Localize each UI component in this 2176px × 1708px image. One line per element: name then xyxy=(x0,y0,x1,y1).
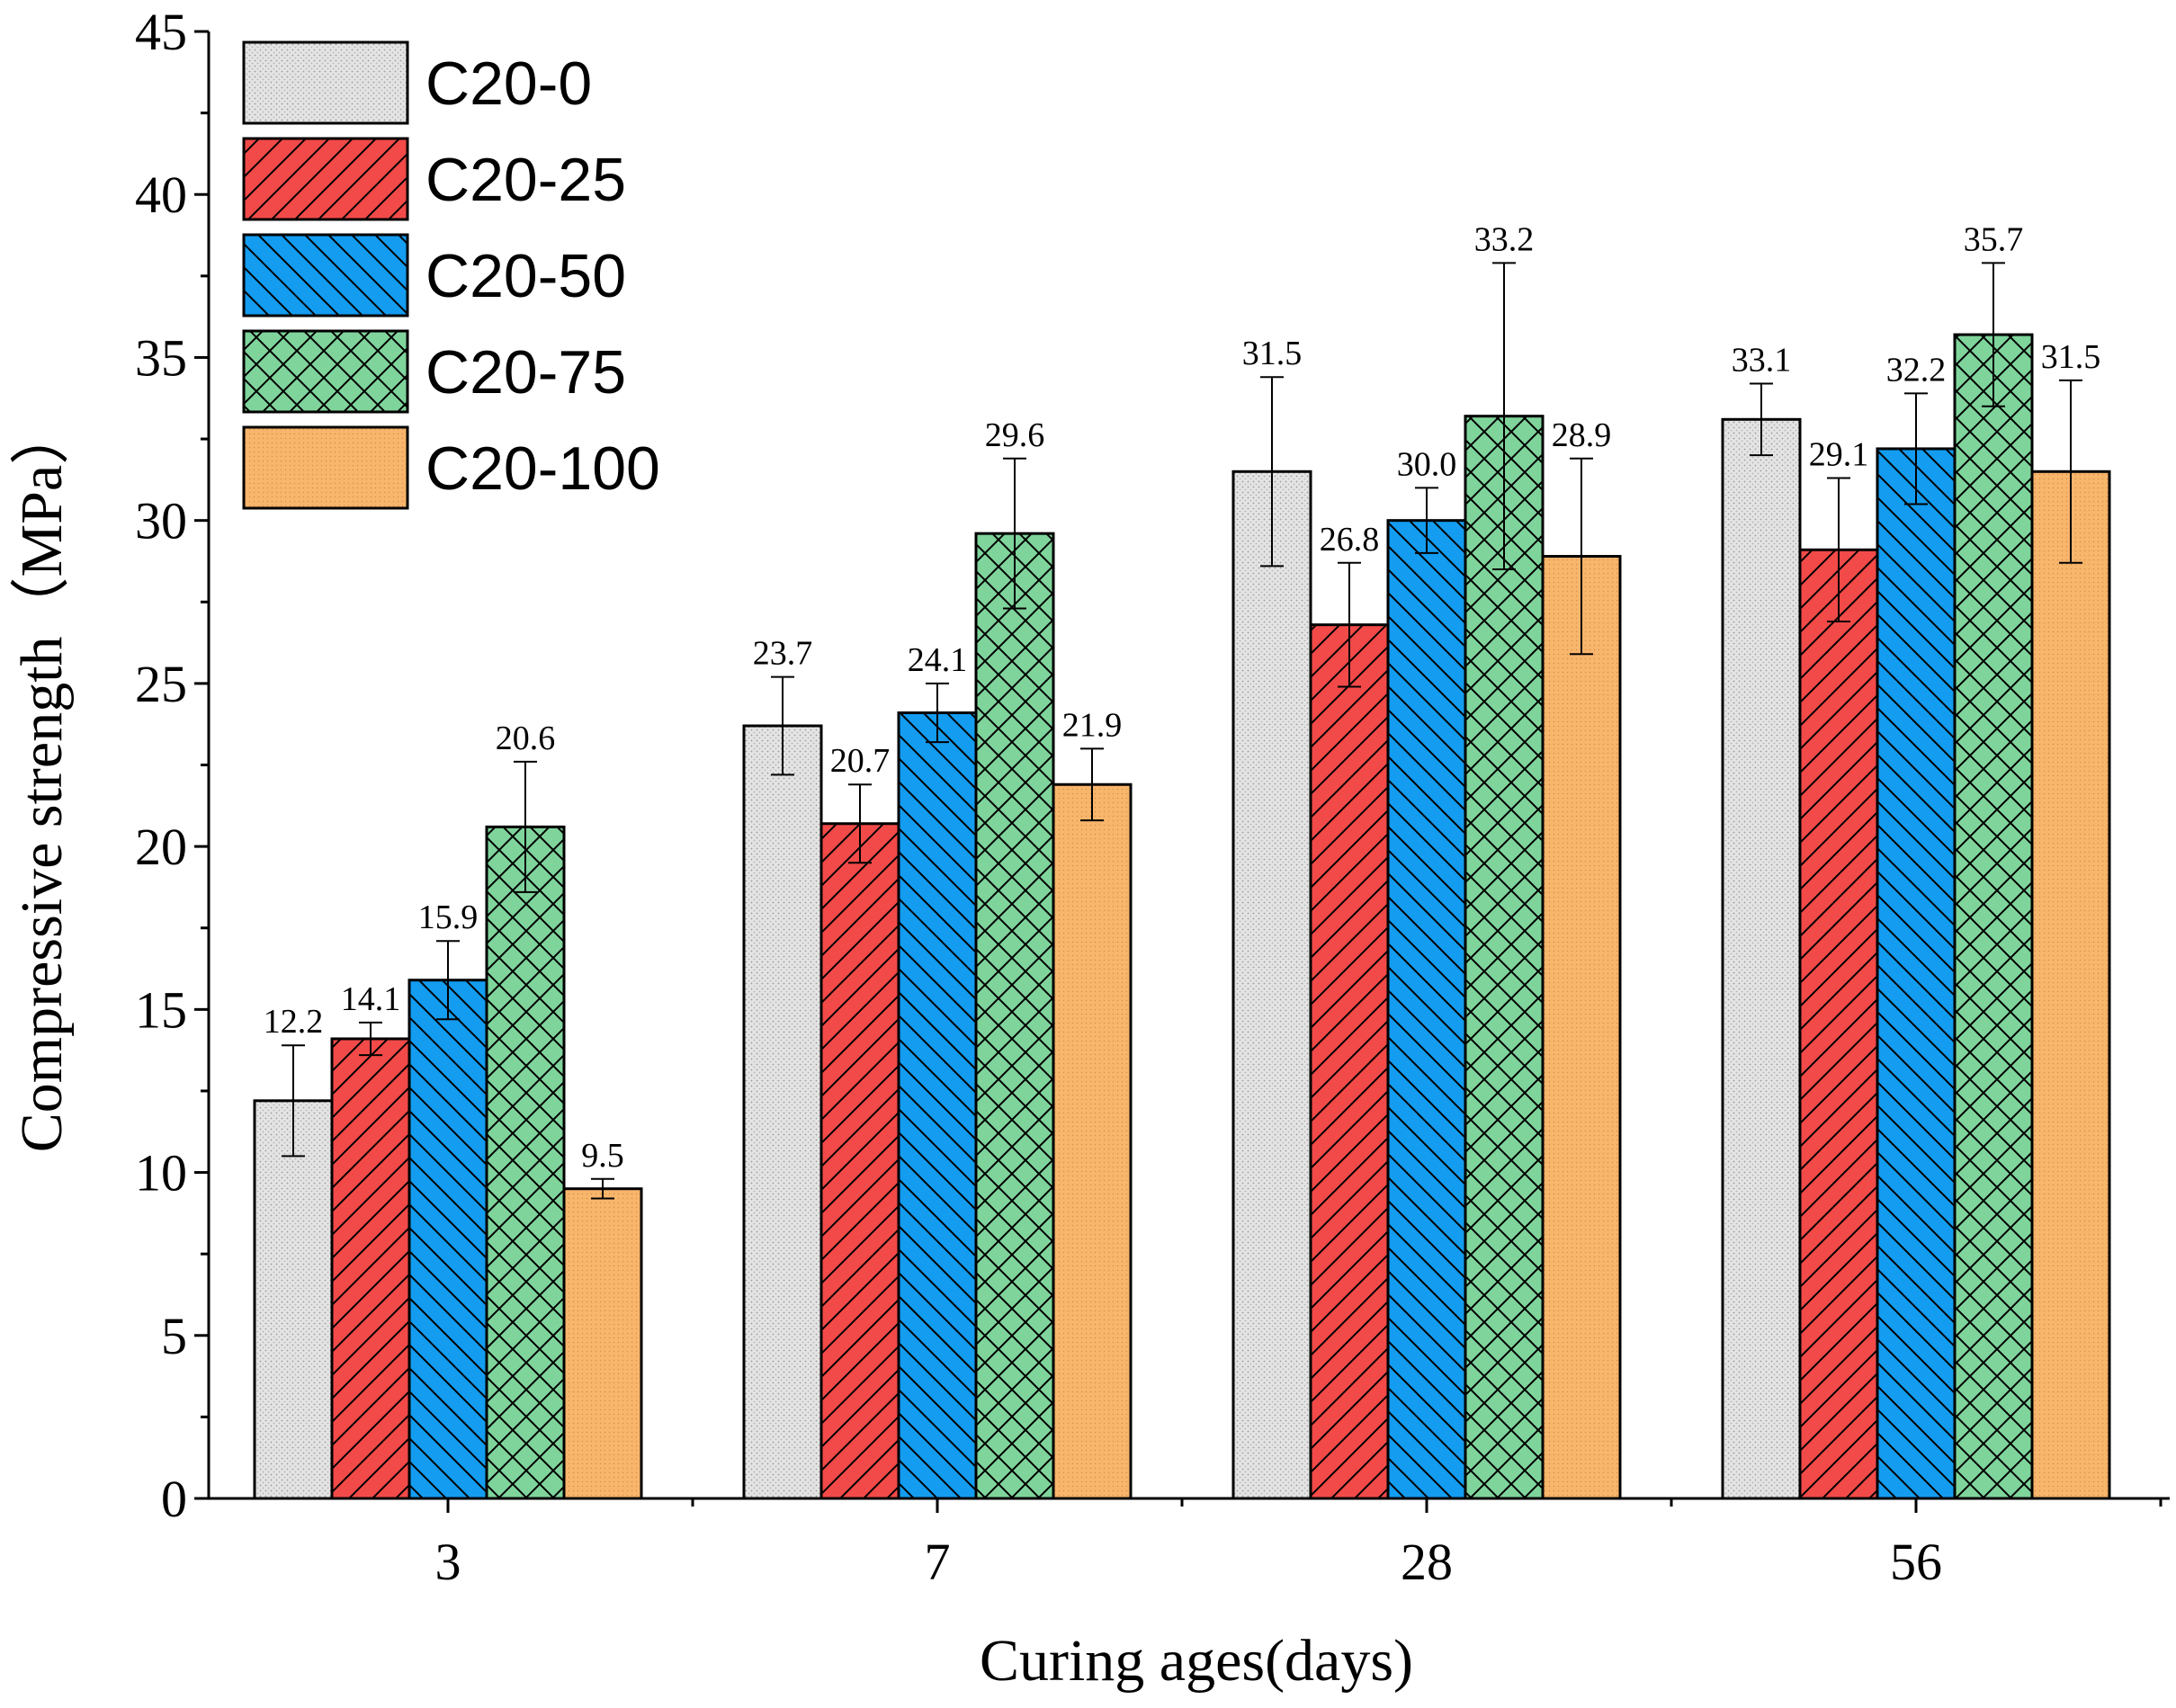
y-tick-label: 25 xyxy=(135,655,187,713)
data-label: 12.2 xyxy=(264,1003,324,1041)
data-label: 24.1 xyxy=(908,641,968,679)
legend-swatch-c20-100 xyxy=(242,425,409,510)
y-tick-label: 30 xyxy=(135,492,187,550)
data-label: 31.5 xyxy=(1242,335,1303,372)
y-tick-label: 20 xyxy=(135,818,187,876)
bar-c20-25-56 xyxy=(1798,548,1879,1500)
y-tick-label: 0 xyxy=(161,1470,187,1528)
data-label: 35.7 xyxy=(1964,220,2024,258)
bar-c20-100-28 xyxy=(1541,555,1622,1500)
legend-label: C20-100 xyxy=(425,434,660,503)
data-label: 20.7 xyxy=(830,742,891,780)
data-label: 31.5 xyxy=(2041,338,2101,376)
data-label: 26.8 xyxy=(1320,521,1380,559)
legend-swatch-c20-25 xyxy=(242,137,409,221)
data-label: 30.0 xyxy=(1397,445,1457,483)
data-label: 14.1 xyxy=(341,980,401,1018)
x-axis-title: Curing ages(days) xyxy=(980,1628,1413,1694)
bar-c20-100-7 xyxy=(1052,782,1133,1500)
data-label: 33.2 xyxy=(1474,220,1535,258)
data-label: 23.7 xyxy=(753,635,813,673)
bar-c20-25-3 xyxy=(330,1037,411,1500)
x-tick-label: 28 xyxy=(1401,1533,1453,1591)
data-label: 9.5 xyxy=(581,1137,624,1175)
bar-c20-75-28 xyxy=(1464,415,1545,1500)
bar-c20-25-7 xyxy=(819,822,900,1500)
bar-c20-75-7 xyxy=(974,532,1055,1500)
data-label: 32.2 xyxy=(1886,351,1947,389)
bar-c20-0-56 xyxy=(1721,417,1802,1500)
legend-label: C20-0 xyxy=(425,49,592,118)
y-tick-label: 45 xyxy=(135,3,187,61)
y-axis-title: Compressive strength（MPa） xyxy=(9,406,75,1152)
bar-c20-50-56 xyxy=(1876,447,1957,1500)
y-tick-label: 10 xyxy=(135,1144,187,1203)
y-tick-label: 40 xyxy=(135,165,187,224)
x-tick-label: 56 xyxy=(1890,1533,1942,1591)
bar-c20-100-3 xyxy=(562,1187,643,1500)
legend-swatch-c20-75 xyxy=(242,329,409,414)
bar-c20-0-28 xyxy=(1231,469,1312,1500)
data-label: 20.6 xyxy=(496,720,556,757)
data-label: 33.1 xyxy=(1732,341,1792,379)
legend-swatch-c20-50 xyxy=(242,233,409,317)
bar-c20-50-7 xyxy=(897,711,978,1500)
x-tick-label: 7 xyxy=(925,1533,951,1591)
y-tick-label: 35 xyxy=(135,328,187,387)
y-tick-label: 15 xyxy=(135,980,187,1039)
bar-c20-75-3 xyxy=(485,825,566,1500)
bar-c20-25-28 xyxy=(1309,623,1390,1500)
legend-label: C20-25 xyxy=(425,146,626,214)
data-label: 21.9 xyxy=(1062,706,1123,744)
data-label: 15.9 xyxy=(418,899,479,936)
bar-c20-75-56 xyxy=(1953,333,2034,1500)
bar-c20-100-56 xyxy=(2030,469,2111,1500)
legend: C20-0 C20-25 C20-50 C20-75 C20-100 xyxy=(242,40,660,510)
legend-label: C20-75 xyxy=(425,338,626,407)
bar-c20-0-3 xyxy=(253,1099,334,1500)
data-label: 29.6 xyxy=(985,416,1045,454)
bar-c20-0-7 xyxy=(742,724,823,1500)
data-label: 28.9 xyxy=(1552,416,1612,454)
bar-c20-50-3 xyxy=(407,979,488,1500)
legend-swatch-c20-0 xyxy=(242,40,409,125)
x-tick-label: 3 xyxy=(435,1533,461,1591)
data-label: 29.1 xyxy=(1809,436,1869,474)
legend-label: C20-50 xyxy=(425,242,626,310)
bar-c20-50-28 xyxy=(1386,519,1467,1500)
y-tick-label: 5 xyxy=(161,1307,187,1365)
